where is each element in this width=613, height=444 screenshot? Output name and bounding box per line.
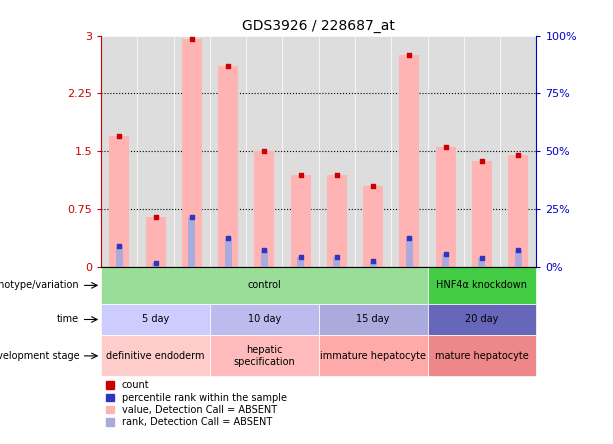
Point (477, 157, 487, 164)
Point (441, 144, 451, 151)
Bar (508, 155, 528, 267)
Bar (188, 217, 196, 267)
Bar (472, 161, 492, 267)
Text: HNF4α knockdown: HNF4α knockdown (436, 281, 527, 290)
Bar (327, 174, 347, 267)
Point (332, 171, 342, 178)
Point (187, 36, 197, 43)
Bar (145, 217, 166, 267)
Point (332, 254, 342, 261)
Bar (291, 174, 311, 267)
Bar (464, 36, 500, 267)
Bar (210, 36, 246, 267)
Bar (101, 267, 428, 304)
Bar (182, 40, 202, 267)
Bar (116, 246, 123, 267)
Bar (436, 147, 455, 267)
Bar (428, 267, 536, 304)
Bar (297, 257, 304, 267)
Point (115, 132, 124, 139)
Text: 20 day: 20 day (465, 314, 498, 325)
Point (259, 148, 269, 155)
Text: control: control (248, 281, 281, 290)
Bar (319, 335, 428, 377)
Text: 10 day: 10 day (248, 314, 281, 325)
Text: hepatic
specification: hepatic specification (234, 345, 295, 367)
Bar (391, 36, 427, 267)
Bar (224, 238, 232, 267)
Bar (428, 335, 536, 377)
Point (223, 234, 233, 242)
Point (368, 182, 378, 190)
Point (441, 250, 451, 258)
Bar (152, 262, 159, 267)
Point (295, 254, 305, 261)
Point (187, 214, 197, 221)
Point (223, 63, 233, 70)
Bar (101, 335, 210, 377)
Point (405, 51, 414, 58)
Bar (246, 36, 283, 267)
Bar (319, 36, 355, 267)
Legend: count, percentile rank within the sample, value, Detection Call = ABSENT, rank, : count, percentile rank within the sample… (106, 380, 286, 428)
Point (513, 152, 523, 159)
Point (368, 258, 378, 265)
Bar (137, 36, 173, 267)
Bar (406, 238, 413, 267)
Bar (333, 257, 340, 267)
Bar (173, 36, 210, 267)
Bar (428, 304, 536, 335)
Point (295, 171, 305, 178)
Bar (500, 36, 536, 267)
Bar (101, 36, 137, 267)
Bar (370, 261, 376, 267)
Bar (442, 254, 449, 267)
Bar (254, 151, 275, 267)
Point (477, 254, 487, 262)
Bar (218, 67, 238, 267)
Text: definitive endoderm: definitive endoderm (106, 351, 205, 361)
Bar (319, 304, 428, 335)
Bar (210, 335, 319, 377)
Bar (515, 250, 522, 267)
Bar (261, 250, 268, 267)
Bar (210, 304, 319, 335)
Point (259, 247, 269, 254)
Text: immature hepatocyte: immature hepatocyte (320, 351, 426, 361)
Point (151, 214, 161, 221)
Bar (479, 258, 485, 267)
Point (513, 247, 523, 254)
Text: 5 day: 5 day (142, 314, 169, 325)
Title: GDS3926 / 228687_at: GDS3926 / 228687_at (242, 19, 395, 33)
Text: genotype/variation: genotype/variation (0, 281, 80, 290)
Text: mature hepatocyte: mature hepatocyte (435, 351, 529, 361)
Bar (428, 36, 464, 267)
Bar (109, 136, 129, 267)
Text: 15 day: 15 day (357, 314, 390, 325)
Point (115, 243, 124, 250)
Bar (400, 55, 419, 267)
Bar (355, 36, 391, 267)
Point (405, 234, 414, 242)
Bar (283, 36, 319, 267)
Bar (363, 186, 383, 267)
Text: time: time (57, 314, 80, 325)
Text: development stage: development stage (0, 351, 80, 361)
Point (151, 259, 161, 266)
Bar (101, 304, 210, 335)
